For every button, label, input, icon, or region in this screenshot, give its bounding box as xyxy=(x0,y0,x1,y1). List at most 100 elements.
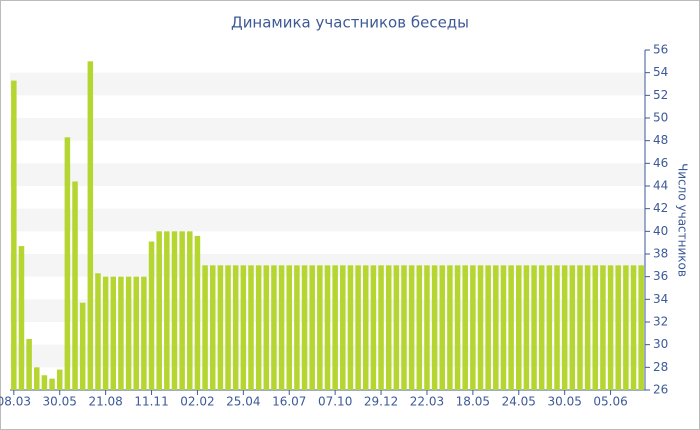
y-tick-label: 32 xyxy=(653,315,668,329)
x-tick-label: 30.05 xyxy=(43,395,77,409)
bar xyxy=(148,241,155,390)
x-tick-label: 25.04 xyxy=(226,395,260,409)
bar xyxy=(615,265,621,390)
y-tick-label: 50 xyxy=(653,111,668,125)
bar xyxy=(248,265,254,390)
bar xyxy=(516,265,522,390)
x-tick-label: 30.05 xyxy=(547,395,581,409)
bar xyxy=(630,265,637,390)
bar xyxy=(531,265,537,390)
y-tick-label: 34 xyxy=(653,292,668,306)
bar xyxy=(56,369,63,390)
bar xyxy=(500,265,507,390)
bar xyxy=(317,265,323,390)
bar xyxy=(362,265,369,390)
x-tick-label: 22.03 xyxy=(410,395,444,409)
x-tick-label: 21.08 xyxy=(88,395,122,409)
y-tick-label: 26 xyxy=(653,383,668,397)
chart-title: Динамика участников беседы xyxy=(231,14,469,32)
y-tick-label: 44 xyxy=(653,179,668,193)
bar xyxy=(561,265,568,390)
bar xyxy=(87,61,94,390)
bar xyxy=(416,265,423,390)
bar xyxy=(607,265,614,390)
bar xyxy=(454,265,461,390)
bar xyxy=(324,265,331,390)
bar xyxy=(554,265,560,390)
bar xyxy=(156,231,162,390)
bar xyxy=(370,265,377,390)
grid-band xyxy=(10,163,645,186)
bar xyxy=(462,265,468,390)
bar xyxy=(240,265,247,390)
bar xyxy=(278,265,285,390)
bar xyxy=(255,265,262,390)
bar xyxy=(332,265,338,390)
bar xyxy=(546,265,553,390)
grid-band xyxy=(10,118,645,141)
bar xyxy=(271,265,277,390)
y-tick-label: 40 xyxy=(653,224,668,238)
y-tick-label: 48 xyxy=(653,133,668,147)
bar xyxy=(600,265,606,390)
bar xyxy=(623,265,629,390)
bar xyxy=(447,265,453,390)
bar xyxy=(11,80,17,390)
y-tick-label: 42 xyxy=(653,201,668,215)
bar xyxy=(164,231,170,390)
bar xyxy=(187,231,193,390)
bar xyxy=(64,137,71,390)
bar xyxy=(431,265,438,390)
bar xyxy=(638,265,644,390)
bar xyxy=(202,265,208,390)
bar xyxy=(79,302,86,390)
x-tick-label: 18.05 xyxy=(456,395,490,409)
bar xyxy=(340,265,346,390)
bar xyxy=(72,181,78,390)
bar xyxy=(133,276,139,390)
bar xyxy=(424,265,430,390)
bar xyxy=(171,231,178,390)
grid-band xyxy=(10,72,645,96)
bar xyxy=(485,265,491,390)
bar xyxy=(294,265,300,390)
bar xyxy=(592,265,599,390)
bar xyxy=(301,265,308,390)
x-tick-label: 16.07 xyxy=(272,395,306,409)
y-tick-label: 52 xyxy=(653,88,668,102)
bar xyxy=(194,235,201,390)
bar xyxy=(49,378,55,390)
y-tick-label: 30 xyxy=(653,337,668,351)
bar xyxy=(355,265,361,390)
bar xyxy=(393,265,400,390)
bar xyxy=(225,265,231,390)
bar xyxy=(523,265,530,390)
y-tick-label: 28 xyxy=(653,360,668,374)
bar xyxy=(286,265,293,390)
x-tick-label: 11.11 xyxy=(134,395,168,409)
y-axis-label: Число участников xyxy=(676,163,690,277)
bar xyxy=(118,276,124,390)
bar xyxy=(34,367,40,390)
bar xyxy=(41,375,48,390)
bar xyxy=(508,265,514,390)
y-tick-label: 38 xyxy=(653,247,668,261)
bar xyxy=(408,265,415,390)
bar xyxy=(385,265,392,390)
bar xyxy=(95,273,101,390)
bar xyxy=(209,265,216,390)
bar xyxy=(141,276,147,390)
x-tick-label: 29.12 xyxy=(364,395,398,409)
bar xyxy=(125,276,132,390)
grid-band xyxy=(10,208,645,232)
bar xyxy=(477,265,484,390)
bar xyxy=(378,265,384,390)
bar xyxy=(102,276,109,390)
y-tick-label: 54 xyxy=(653,65,668,79)
bar xyxy=(347,265,354,390)
bar xyxy=(217,265,224,390)
bar xyxy=(18,246,25,390)
x-tick-label: 08.03 xyxy=(0,395,31,409)
y-tick-label: 36 xyxy=(653,269,668,283)
